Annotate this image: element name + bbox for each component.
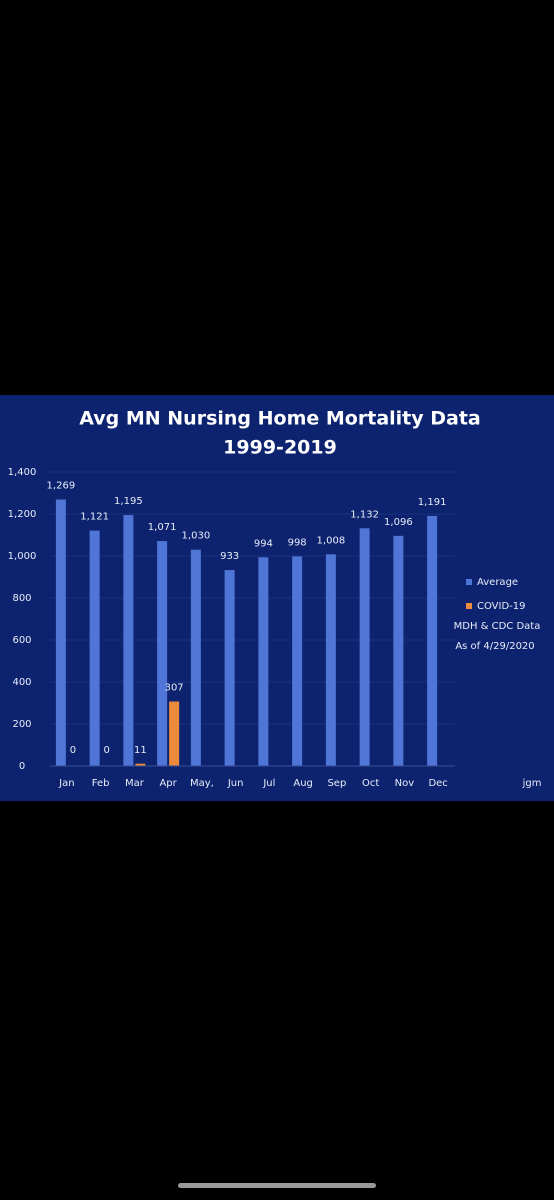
x-tick-label: Mar [125, 778, 145, 789]
legend-label: COVID-19 [477, 601, 526, 612]
annotation: jgm [522, 778, 542, 789]
data-label: 1,269 [47, 481, 76, 492]
bar [123, 515, 134, 766]
bar [169, 701, 180, 766]
x-tick-label: Dec [428, 778, 447, 789]
legend-swatch [466, 579, 472, 585]
data-label: 0 [70, 745, 76, 756]
data-label: 307 [165, 683, 184, 694]
bar [359, 528, 370, 766]
bar [157, 541, 168, 766]
x-tick-label: Jan [58, 778, 74, 789]
data-label: 11 [134, 745, 147, 756]
bar [55, 499, 66, 766]
chart-subtitle: 1999-2019 [223, 437, 337, 459]
data-label: 1,030 [182, 531, 211, 542]
data-label: 1,132 [350, 509, 379, 520]
x-tick-label: Jul [262, 778, 275, 789]
bar [89, 530, 100, 766]
legend-swatch [466, 603, 472, 609]
data-label: 1,096 [384, 517, 413, 528]
data-label: 1,195 [114, 496, 143, 507]
legend-label: Average [477, 577, 518, 588]
x-tick-label: Nov [395, 778, 415, 789]
x-tick-label: Apr [159, 778, 177, 789]
y-tick-label: 1,400 [8, 467, 37, 478]
bar [292, 556, 303, 766]
bar [258, 557, 269, 766]
x-tick-label: Aug [293, 778, 313, 789]
y-tick-label: 1,200 [8, 509, 37, 520]
bar [190, 549, 201, 766]
y-tick-label: 800 [12, 593, 31, 604]
annotation: MDH & CDC Data [454, 621, 541, 632]
y-tick-label: 0 [19, 761, 25, 772]
home-indicator [178, 1183, 376, 1188]
data-label: 0 [103, 745, 109, 756]
data-label: 1,121 [80, 512, 109, 523]
data-label: 1,008 [317, 535, 346, 546]
data-label: 994 [254, 538, 273, 549]
y-tick-label: 1,000 [8, 551, 37, 562]
x-tick-label: May, [190, 778, 214, 789]
annotation: As of 4/29/2020 [455, 641, 534, 652]
y-tick-label: 600 [12, 635, 31, 646]
bar [325, 554, 336, 766]
data-label: 998 [288, 537, 307, 548]
bar [427, 515, 438, 766]
data-label: 1,071 [148, 522, 177, 533]
bar [393, 535, 404, 766]
y-tick-label: 200 [12, 719, 31, 730]
y-tick-label: 400 [12, 677, 31, 688]
chart-title: Avg MN Nursing Home Mortality Data [79, 408, 481, 430]
data-label: 1,191 [418, 497, 447, 508]
x-tick-label: Jun [227, 778, 244, 789]
x-tick-label: Feb [92, 778, 110, 789]
bar [135, 763, 146, 766]
x-tick-label: Sep [327, 778, 346, 789]
data-label: 933 [220, 551, 239, 562]
x-tick-label: Oct [362, 778, 379, 789]
bar [224, 570, 235, 766]
